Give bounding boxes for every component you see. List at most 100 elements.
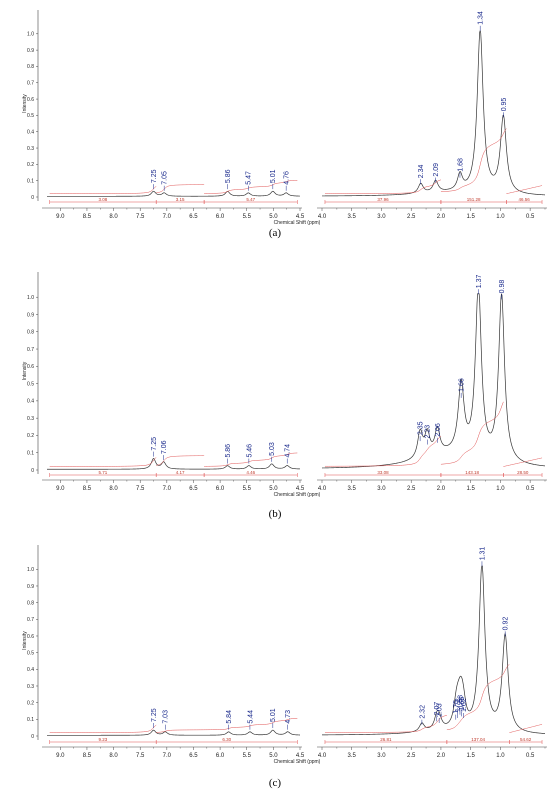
y-tick-label: 0 <box>31 195 34 201</box>
integral-value: 28.50 <box>517 470 529 475</box>
integral-value: 37.96 <box>377 197 389 202</box>
x-tick-label: 9.0 <box>56 753 65 759</box>
integral-value: 5.47 <box>246 197 255 202</box>
peak-label: 1.68 <box>457 695 464 709</box>
y-tick-label: 0.6 <box>27 364 34 370</box>
peak-label: 7.25 <box>151 708 158 722</box>
x-tick-label: 4.5 <box>296 486 305 492</box>
x-tick-label: 3.0 <box>377 486 386 492</box>
y-tick-label: 0.1 <box>27 717 34 723</box>
peak-label: 1.75 <box>453 700 460 714</box>
x-tick-label: 8.0 <box>109 214 118 220</box>
x-tick-label: 2.0 <box>437 214 446 220</box>
peak-label: 5.84 <box>226 710 233 724</box>
integral-value: 26.81 <box>380 737 392 742</box>
y-tick-label: 0.5 <box>27 650 34 656</box>
y-tick-label: 0.6 <box>27 97 34 103</box>
spectrum-trace-segment-2 <box>321 293 546 469</box>
x-tick-label: 8.0 <box>109 753 118 759</box>
integral-curve <box>324 179 442 194</box>
x-tick-label: 5.5 <box>243 486 252 492</box>
peak-label: 2.35 <box>418 421 425 435</box>
integral-value: 151.28 <box>467 197 481 202</box>
x-tick-label: 0.5 <box>526 753 535 759</box>
x-tick-label: 4.0 <box>318 214 327 220</box>
x-tick-label: 6.0 <box>216 214 225 220</box>
y-tick-label: 0.7 <box>27 617 34 623</box>
x-tick-label: 1.0 <box>496 753 505 759</box>
integral-value: 46.56 <box>519 197 531 202</box>
y-tick-label: 0.6 <box>27 634 34 640</box>
x-tick-label: 6.0 <box>216 486 225 492</box>
x-tick-label: 7.5 <box>136 214 145 220</box>
panel-label: (a) <box>269 227 282 239</box>
integral-value: 33.08 <box>377 470 389 475</box>
y-tick-label: 1.0 <box>27 32 34 38</box>
x-tick-label: 9.0 <box>56 486 65 492</box>
peak-label: 5.01 <box>270 708 277 722</box>
x-tick-label: 2.5 <box>407 214 416 220</box>
integral-value: 6.30 <box>222 737 231 742</box>
x-tick-label: 7.5 <box>136 486 145 492</box>
peak-label: 1.72 <box>455 698 462 712</box>
x-tick-label: 1.5 <box>466 486 475 492</box>
y-tick-label: 0.5 <box>27 113 34 119</box>
y-tick-label: 0.2 <box>27 700 34 706</box>
peak-label: 1.34 <box>478 11 485 25</box>
y-tick-label: 0.9 <box>27 312 34 318</box>
peak-label: 7.05 <box>162 171 169 185</box>
y-axis-label: Intensity <box>22 631 28 650</box>
nmr-panel-2: 1.0 0.9 0.8 0.7 0.6 0.5 0.4 0.3 0.2 0.1 0 Intensity… <box>22 272 547 520</box>
integral-curve <box>156 184 205 194</box>
y-tick-label: 1.0 <box>27 567 34 573</box>
x-tick-label: 7.5 <box>136 753 145 759</box>
y-tick-label: 0.8 <box>27 64 34 70</box>
integral-curve <box>324 436 442 467</box>
y-tick-label: 0.2 <box>27 162 34 168</box>
y-tick-label: 0.3 <box>27 146 34 152</box>
x-tick-label: 0.5 <box>526 214 535 220</box>
integral-curve <box>156 718 298 733</box>
x-tick-label: 4.5 <box>296 753 305 759</box>
y-tick-label: 1.0 <box>27 295 34 301</box>
peak-label: 5.46 <box>246 444 253 458</box>
x-tick-label: 1.5 <box>466 214 475 220</box>
x-tick-label: 3.5 <box>348 753 357 759</box>
panel-label: (c) <box>269 777 282 789</box>
x-tick-label: 7.0 <box>163 486 172 492</box>
x-tick-label: 5.0 <box>269 753 278 759</box>
integral-curve <box>509 724 543 733</box>
x-tick-label: 6.5 <box>189 753 198 759</box>
x-tick-label: 8.5 <box>83 214 92 220</box>
peak-label: 5.44 <box>247 710 254 724</box>
x-tick-label: 2.5 <box>407 753 416 759</box>
y-tick-label: 0.9 <box>27 48 34 54</box>
y-tick-label: 0.5 <box>27 381 34 387</box>
x-tick-label: 8.5 <box>83 753 92 759</box>
x-tick-label: 9.0 <box>56 214 65 220</box>
peak-label: 5.47 <box>246 171 253 185</box>
x-tick-label: 0.5 <box>526 486 535 492</box>
y-tick-label: 0.1 <box>27 451 34 457</box>
spectrum-trace-segment-2 <box>322 30 546 197</box>
y-tick-label: 0.4 <box>27 130 34 136</box>
y-tick-label: 0 <box>31 468 34 474</box>
x-tick-label: 6.5 <box>189 486 198 492</box>
y-tick-label: 0.9 <box>27 584 34 590</box>
x-axis-label: Chemical Shift (ppm) <box>274 759 321 765</box>
peak-label: 2.06 <box>435 423 442 437</box>
integral-curve <box>204 180 298 194</box>
peak-label: 2.34 <box>418 164 425 178</box>
integral-curve <box>49 186 157 194</box>
x-tick-label: 4.0 <box>318 753 327 759</box>
x-tick-label: 3.0 <box>377 753 386 759</box>
integral-curve <box>204 452 298 467</box>
y-tick-label: 0.3 <box>27 416 34 422</box>
panel-label: (b) <box>269 508 282 520</box>
y-tick-label: 0.2 <box>27 433 34 439</box>
peak-label: 0.92 <box>503 617 510 631</box>
x-tick-label: 3.0 <box>377 214 386 220</box>
x-tick-label: 7.0 <box>163 753 172 759</box>
peak-label: 7.06 <box>161 440 168 454</box>
